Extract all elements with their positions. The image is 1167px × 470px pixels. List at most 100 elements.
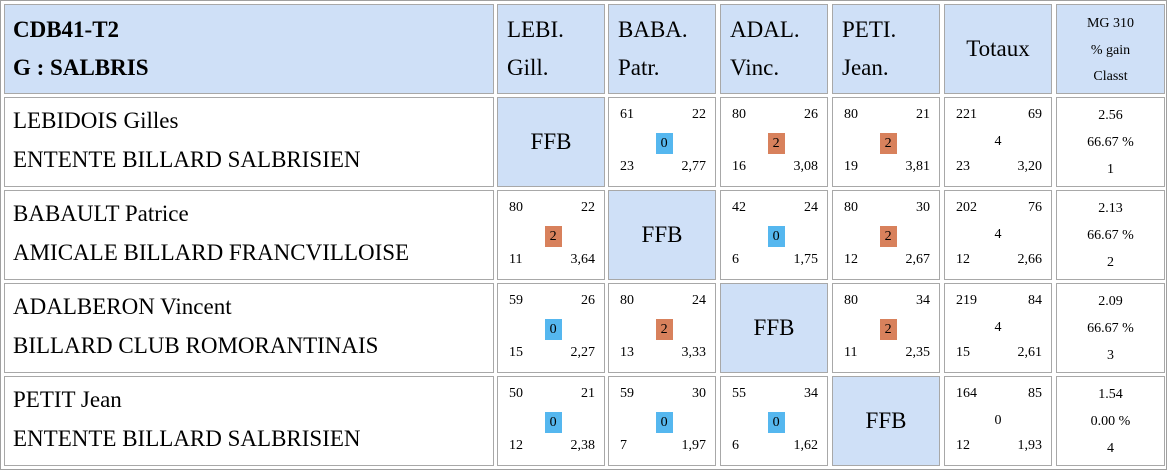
mg-value: 2.56 [1098,108,1123,123]
column-header-line1: PETI. [842,17,897,42]
match-result-cell: 42 24 0 6 1,75 [720,190,828,280]
total-match-points: 4 [994,320,1002,335]
total-match-points: 0 [994,413,1002,428]
mg-header-line: Classt [1093,69,1128,84]
player-name: LEBIDOIS Gilles [13,108,179,133]
match-points: 42 [732,200,746,215]
player-cell: PETIT Jean ENTENTE BILLARD SALBRISIEN [4,376,494,466]
table-title-cell: CDB41-T2 G : SALBRIS [4,4,494,94]
mg-rank: 2 [1107,255,1114,270]
player-cell: ADALBERON Vincent BILLARD CLUB ROMORANTIN… [4,283,494,373]
mg-percent: 66.67 % [1087,228,1134,243]
total-serie: 76 [1028,200,1042,215]
column-header: PETI. Jean. [832,4,940,94]
column-header-line2: Jean. [842,55,889,80]
mg-rank: 1 [1107,162,1114,177]
total-points: 221 [956,107,977,122]
match-points-badge: 2 [544,226,562,247]
mg-value: 2.09 [1098,294,1123,309]
column-header-line1: LEBI. [507,17,564,42]
totaux-label: Totaux [966,36,1030,61]
ffb-label: FFB [641,222,683,247]
total-serie: 85 [1028,386,1042,401]
total-match-points: 4 [994,227,1002,242]
match-reprises: 6 [732,252,739,267]
match-result-cell: 80 34 2 11 2,35 [832,283,940,373]
match-reprises: 6 [732,438,739,453]
table-title: CDB41-T2 [13,17,120,42]
match-serie: 34 [804,386,818,401]
match-serie: 24 [804,200,818,215]
total-reprises: 12 [956,438,970,453]
match-reprises: 16 [732,159,746,174]
mg-cell: 1.54 0.00 % 4 [1056,376,1165,466]
match-points: 80 [620,293,634,308]
match-points-badge: 2 [655,319,673,340]
match-points-badge: 0 [544,319,562,340]
player-name: ADALBERON Vincent [13,294,232,319]
mg-header: MG 310 % gain Classt [1056,4,1165,94]
match-result-cell: 59 26 0 15 2,27 [497,283,605,373]
mg-header-line: % gain [1090,43,1131,58]
column-header: ADAL. Vinc. [720,4,828,94]
match-result-cell: 59 30 0 7 1,97 [608,376,716,466]
mg-cell: 2.09 66.67 % 3 [1056,283,1165,373]
match-points-badge: 0 [767,412,785,433]
match-reprises: 13 [620,345,634,360]
total-points: 202 [956,200,977,215]
match-reprises: 19 [844,159,858,174]
total-serie: 69 [1028,107,1042,122]
total-reprises: 15 [956,345,970,360]
mg-percent: 66.67 % [1087,135,1134,150]
match-points-badge: 0 [655,412,673,433]
match-points-badge: 0 [767,226,785,247]
column-header: LEBI. Gill. [497,4,605,94]
match-serie: 24 [692,293,706,308]
match-moyenne: 3,81 [905,159,931,174]
match-moyenne: 3,08 [793,159,819,174]
match-points-badge: 2 [879,226,897,247]
match-points: 80 [732,107,746,122]
match-moyenne: 1,62 [793,438,819,453]
match-serie: 26 [804,107,818,122]
match-reprises: 12 [509,438,523,453]
player-club: ENTENTE BILLARD SALBRISIEN [13,147,361,172]
match-points: 59 [620,386,634,401]
player-club: AMICALE BILLARD FRANCVILLOISE [13,240,410,265]
ffb-cell: FFB [720,283,828,373]
match-serie: 21 [916,107,930,122]
total-reprises: 12 [956,252,970,267]
match-reprises: 7 [620,438,627,453]
ffb-cell: FFB [832,376,940,466]
ffb-label: FFB [530,129,572,154]
column-header-line2: Vinc. [730,55,780,80]
mg-percent: 0.00 % [1090,414,1131,429]
match-serie: 22 [692,107,706,122]
match-moyenne: 2,77 [681,159,707,174]
match-points: 50 [509,386,523,401]
mg-cell: 2.13 66.67 % 2 [1056,190,1165,280]
player-cell: LEBIDOIS Gilles ENTENTE BILLARD SALBRISIE… [4,97,494,187]
match-points: 59 [509,293,523,308]
totals-cell: 202 76 4 12 2,66 [944,190,1052,280]
match-result-cell: 55 34 0 6 1,62 [720,376,828,466]
player-name: PETIT Jean [13,387,122,412]
match-serie: 34 [916,293,930,308]
match-result-cell: 80 30 2 12 2,67 [832,190,940,280]
match-moyenne: 1,75 [793,252,819,267]
match-result-cell: 50 21 0 12 2,38 [497,376,605,466]
match-points-badge: 2 [767,133,785,154]
match-reprises: 11 [844,345,858,360]
totals-cell: 221 69 4 23 3,20 [944,97,1052,187]
total-moyenne: 1,93 [1017,438,1043,453]
player-cell: BABAULT Patrice AMICALE BILLARD FRANCVILL… [4,190,494,280]
column-header-line2: Patr. [618,55,660,80]
match-moyenne: 2,38 [570,438,596,453]
totals-cell: 219 84 4 15 2,61 [944,283,1052,373]
ffb-cell: FFB [497,97,605,187]
match-result-cell: 61 22 0 23 2,77 [608,97,716,187]
match-serie: 21 [581,386,595,401]
mg-value: 2.13 [1098,201,1123,216]
column-header: BABA. Patr. [608,4,716,94]
match-points: 61 [620,107,634,122]
